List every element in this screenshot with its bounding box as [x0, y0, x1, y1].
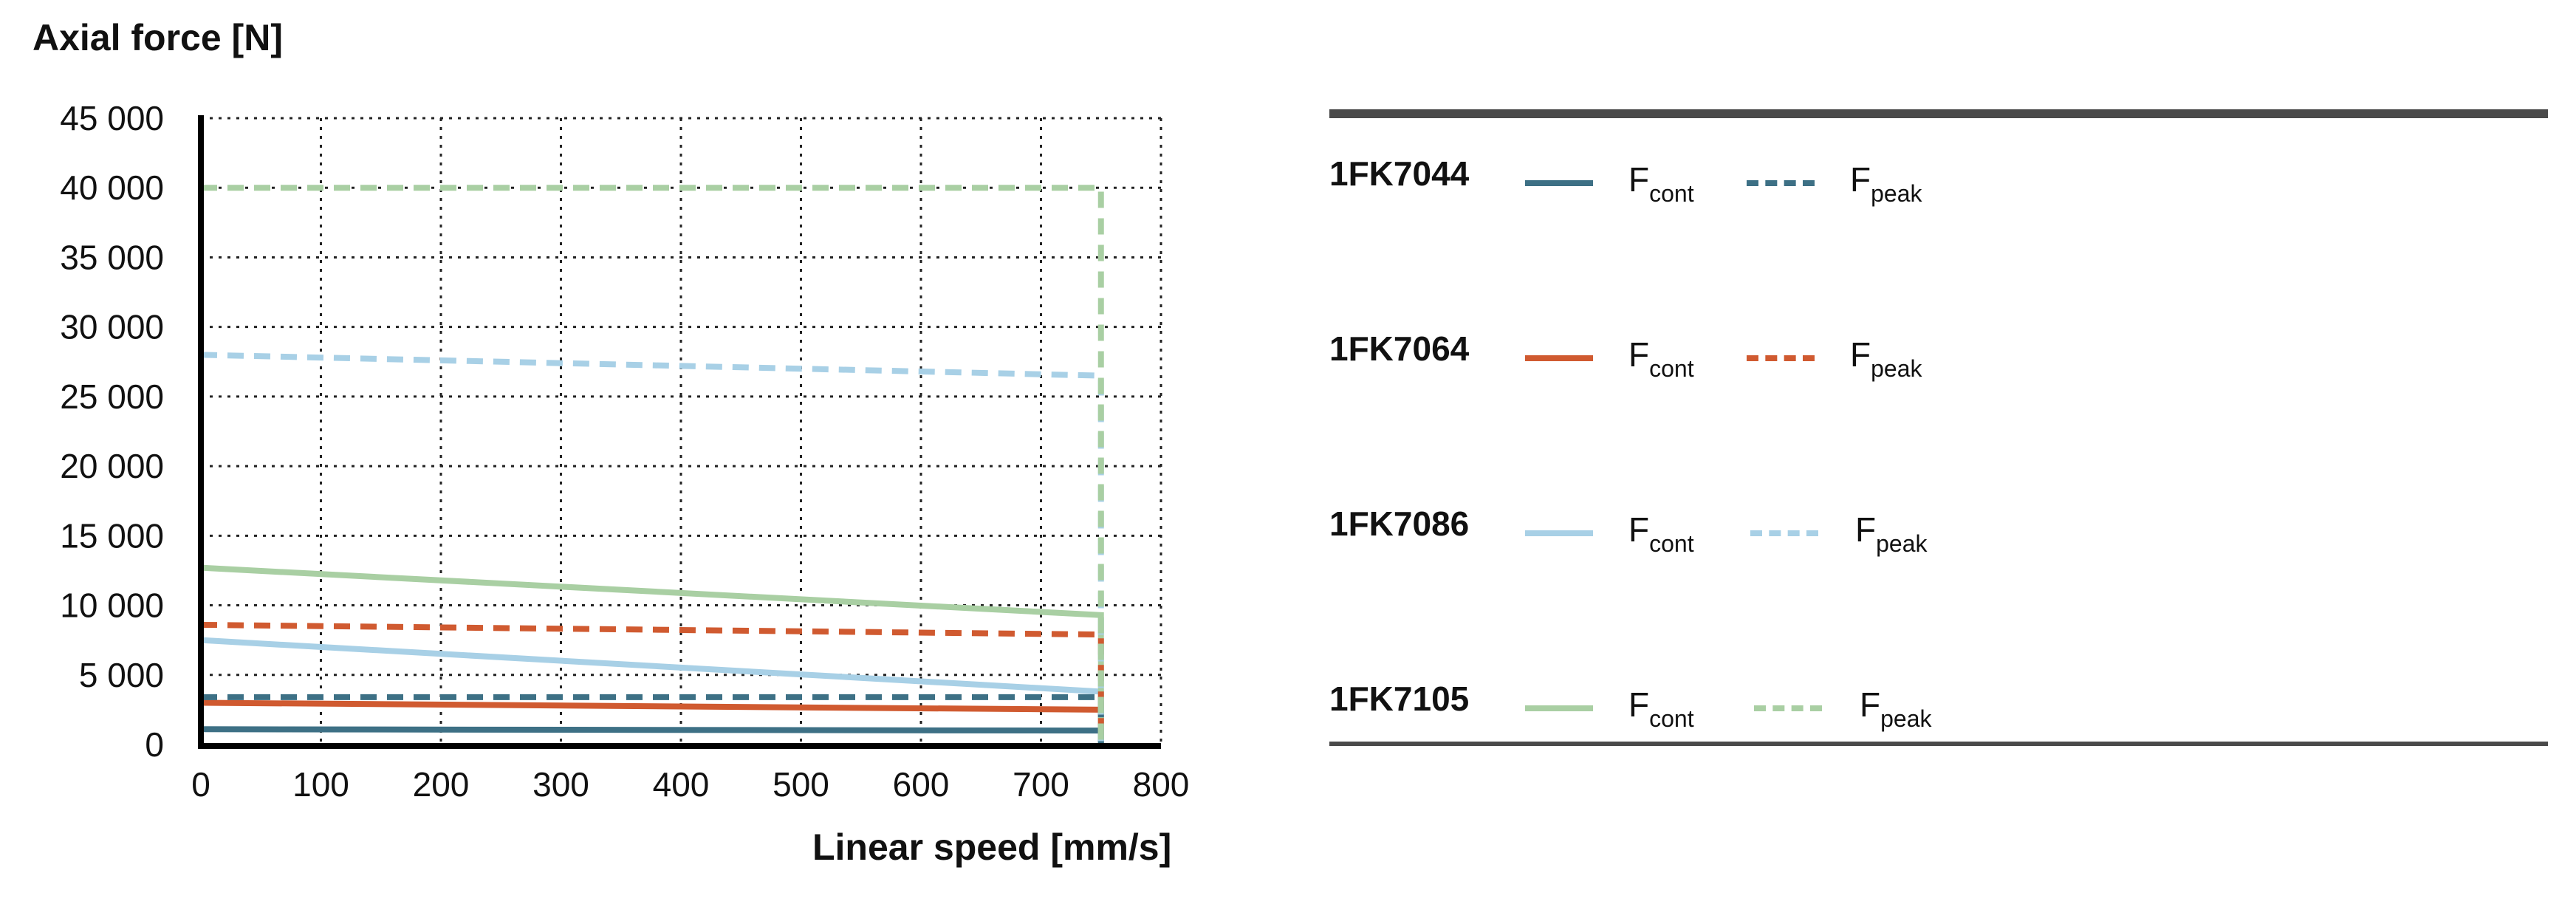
legend-cont-label: Fcont	[1628, 335, 1694, 382]
legend-model-label: 1FK7044	[1329, 154, 1470, 193]
x-tick-label: 800	[1133, 765, 1190, 804]
legend-cont-line-swatch	[1525, 530, 1593, 536]
legend-cont-label: Fcont	[1628, 510, 1694, 557]
y-tick-label: 10 000	[60, 586, 164, 625]
x-tick-label: 400	[653, 765, 710, 804]
legend-model-label: 1FK7105	[1329, 680, 1470, 718]
series-line-1fk7105-cont	[200, 564, 1104, 745]
y-tick-label: 5 000	[79, 656, 164, 694]
legend-peak-line-swatch	[1747, 180, 1815, 186]
series-line-1fk7064-cont	[200, 699, 1104, 745]
legend-peak-line-swatch	[1747, 355, 1815, 361]
x-tick-label: 600	[893, 765, 950, 804]
chart-plot: 0 5 000 10 000 15 000 20 000 25 000 30 000 35 0…	[60, 99, 1189, 804]
y-tick-label: 35 000	[60, 238, 164, 276]
y-axis-title: Axial force [N]	[32, 17, 283, 58]
x-tick-label: 200	[413, 765, 470, 804]
legend-cont-line-swatch	[1525, 705, 1593, 711]
legend-cont-label: Fcont	[1628, 685, 1694, 732]
legend-top-rule	[1329, 109, 2548, 118]
y-tick-label: 25 000	[60, 377, 164, 416]
y-tick-label: 20 000	[60, 447, 164, 485]
legend-cont-line-swatch	[1525, 180, 1593, 186]
series-line-1fk7105-peak	[201, 185, 1104, 745]
axis-layer	[198, 115, 1161, 749]
series-line-1fk7064-peak	[200, 621, 1104, 745]
legend-peak-label: Fpeak	[1850, 160, 1922, 207]
legend-cont-label: Fcont	[1628, 160, 1694, 207]
tick-layer: 0 5 000 10 000 15 000 20 000 25 000 30 000 35 0…	[60, 99, 1189, 804]
y-tick-label: 30 000	[60, 308, 164, 346]
legend-peak-label: Fpeak	[1860, 685, 1932, 732]
legend-row-1fk7105: 1FK7105 Fcont Fpeak	[1329, 648, 2548, 732]
x-tick-label: 300	[532, 765, 589, 804]
series-line-1fk7044-cont	[200, 726, 1104, 745]
legend-bottom-rule	[1329, 742, 2548, 746]
legend-peak-label: Fpeak	[1850, 335, 1922, 382]
legend-peak-line-swatch	[1750, 530, 1818, 536]
x-tick-label: 500	[773, 765, 829, 804]
x-axis-title: Linear speed [mm/s]	[812, 826, 1172, 868]
legend-row-1fk7064: 1FK7064 Fcont Fpeak	[1329, 298, 2548, 382]
legend-row-1fk7044: 1FK7044 Fcont Fpeak	[1329, 123, 2548, 207]
legend-peak-label: Fpeak	[1855, 510, 1928, 557]
y-tick-label: 40 000	[60, 168, 164, 207]
legend-model-label: 1FK7064	[1329, 329, 1470, 368]
legend: 1FK7044 Fcont Fpeak 1FK7064 Fcont Fpeak …	[1329, 109, 2548, 746]
x-tick-label: 0	[191, 765, 210, 804]
legend-row-1fk7086: 1FK7086 Fcont Fpeak	[1329, 473, 2548, 557]
legend-model-label: 1FK7086	[1329, 504, 1470, 543]
y-tick-label: 15 000	[60, 516, 164, 555]
series-layer	[200, 185, 1104, 745]
x-tick-label: 100	[292, 765, 349, 804]
legend-peak-line-swatch	[1754, 705, 1822, 711]
y-tick-label: 45 000	[60, 99, 164, 137]
legend-cont-line-swatch	[1525, 355, 1593, 361]
x-tick-label: 700	[1013, 765, 1069, 804]
y-tick-label: 0	[145, 725, 164, 764]
